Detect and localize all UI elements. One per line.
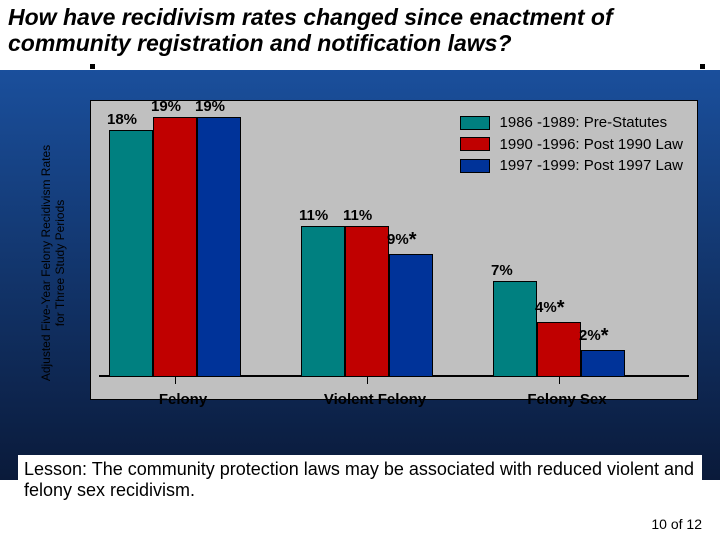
chart-container: Adjusted Five-Year Felony Recidivism Rat…: [34, 94, 704, 432]
legend-label: 1986 -1989: Pre-Statutes: [500, 113, 668, 133]
lesson-text: Lesson: The community protection laws ma…: [18, 455, 702, 506]
bar-value-label: 11%: [343, 207, 372, 224]
bar: [153, 117, 197, 377]
legend-item: 1997 -1999: Post 1997 Law: [460, 156, 683, 176]
bar: [537, 322, 581, 377]
bar: [389, 254, 433, 377]
bar: [301, 226, 345, 377]
bar: [493, 281, 537, 377]
x-tick: [559, 377, 560, 384]
x-tick: [367, 377, 368, 384]
page-number: 10 of 12: [651, 516, 702, 532]
legend: 1986 -1989: Pre-Statutes1990 -1996: Post…: [460, 113, 683, 178]
bar: [345, 226, 389, 377]
bar-value-label: 19%: [195, 98, 225, 115]
legend-swatch: [460, 116, 490, 130]
decorative-square-left: [90, 64, 95, 69]
x-axis-label: Felony: [159, 391, 207, 408]
y-axis-label-box: Adjusted Five-Year Felony Recidivism Rat…: [34, 94, 74, 432]
plot-area: 18%19%19%Felony11%11%9%*Violent Felony7%…: [90, 100, 698, 400]
legend-item: 1986 -1989: Pre-Statutes: [460, 113, 683, 133]
bar: [197, 117, 241, 377]
bar-value-label: 2%*: [579, 325, 608, 348]
y-axis-label-line1: Adjusted Five-Year Felony Recidivism Rat…: [39, 145, 53, 381]
slide: How have recidivism rates changed since …: [0, 0, 720, 540]
bar: [109, 130, 153, 377]
x-axis-label: Violent Felony: [324, 391, 426, 408]
bar-value-label: 4%*: [535, 297, 564, 320]
bar-value-label: 9%*: [387, 229, 416, 252]
bar-value-label: 7%: [491, 262, 513, 279]
legend-label: 1997 -1999: Post 1997 Law: [500, 156, 683, 176]
bar: [581, 350, 625, 377]
bar-value-label: 11%: [299, 207, 328, 224]
x-tick: [175, 377, 176, 384]
y-axis-label-line2: for Three Study Periods: [53, 200, 67, 327]
x-axis-label: Felony Sex: [527, 391, 606, 408]
legend-swatch: [460, 137, 490, 151]
slide-title: How have recidivism rates changed since …: [8, 4, 712, 57]
y-axis-label: Adjusted Five-Year Felony Recidivism Rat…: [40, 145, 68, 381]
bar-value-label: 19%: [151, 98, 181, 115]
legend-swatch: [460, 159, 490, 173]
legend-item: 1990 -1996: Post 1990 Law: [460, 135, 683, 155]
decorative-square-right: [700, 64, 705, 69]
legend-label: 1990 -1996: Post 1990 Law: [500, 135, 683, 155]
bar-value-label: 18%: [107, 111, 137, 128]
